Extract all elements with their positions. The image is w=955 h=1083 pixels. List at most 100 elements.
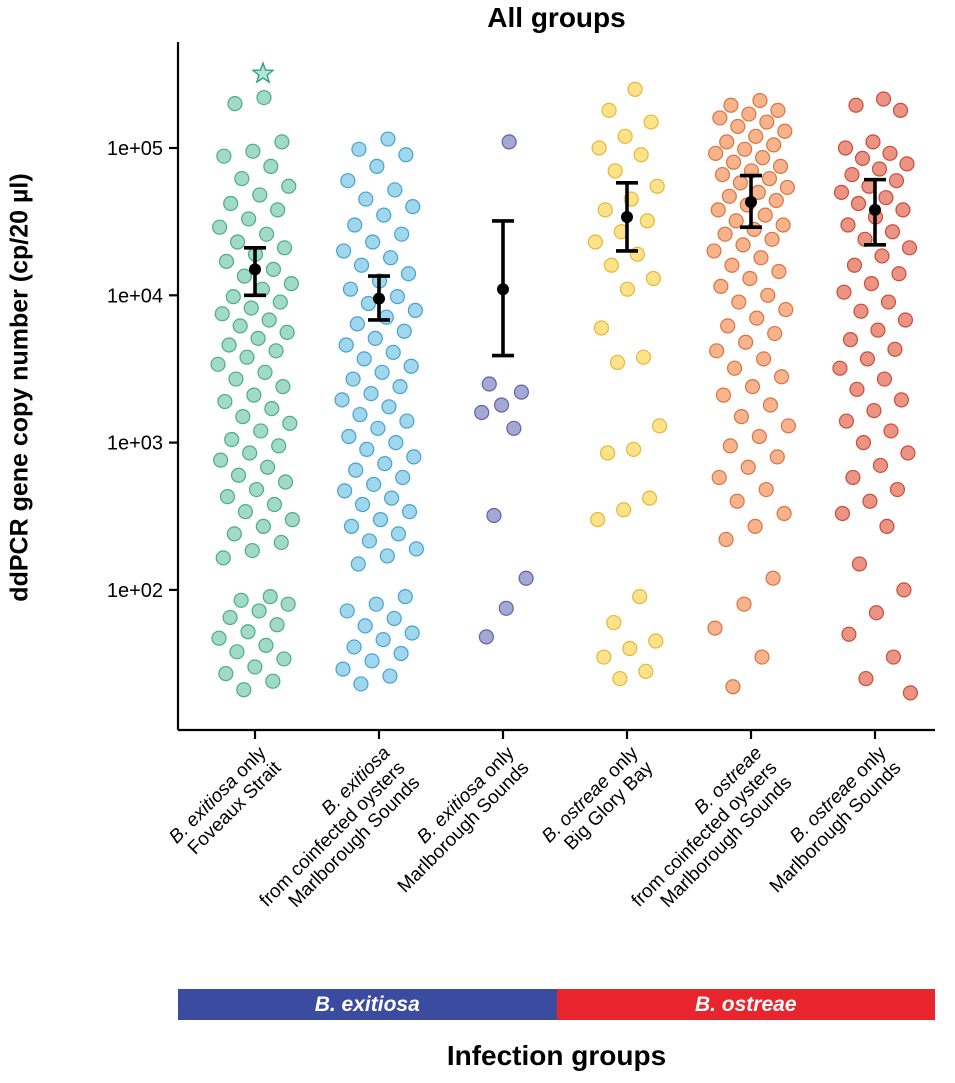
data-point <box>370 420 386 436</box>
data-point <box>715 387 732 403</box>
data-point <box>766 137 782 153</box>
data-point <box>347 217 363 233</box>
data-point <box>719 134 735 150</box>
data-point <box>855 435 872 451</box>
data-point <box>364 653 380 669</box>
data-point <box>896 582 912 598</box>
data-point <box>737 141 753 157</box>
data-point <box>280 596 296 612</box>
data-point <box>212 219 228 235</box>
data-point <box>876 371 893 387</box>
data-point <box>408 541 424 557</box>
data-point <box>726 360 743 376</box>
data-point <box>722 438 738 454</box>
data-point <box>248 481 265 498</box>
data-point <box>216 148 232 164</box>
data-point <box>718 531 734 548</box>
data-point <box>858 670 874 687</box>
data-point <box>385 344 401 360</box>
data-point <box>859 351 876 367</box>
data-point <box>221 337 237 353</box>
data-point <box>236 268 253 284</box>
data-point <box>771 263 787 280</box>
data-point <box>889 481 906 498</box>
data-point <box>632 589 648 605</box>
data-point <box>601 102 617 118</box>
data-point <box>393 645 409 662</box>
data-point <box>270 202 286 218</box>
data-point <box>757 207 773 223</box>
data-point <box>498 600 514 616</box>
data-point <box>338 337 354 353</box>
data-point <box>251 603 267 619</box>
species-bar-exitiosa-label: B. exitiosa <box>314 992 420 1016</box>
mean-marker <box>497 283 509 296</box>
data-point <box>269 617 285 633</box>
data-point <box>874 248 890 264</box>
data-point <box>390 526 407 542</box>
data-point <box>902 685 919 701</box>
data-point <box>349 316 365 332</box>
data-point <box>749 310 765 326</box>
data-point <box>388 435 404 451</box>
data-point <box>728 213 744 229</box>
data-point <box>225 288 241 305</box>
data-point <box>474 404 490 421</box>
y-axis-title: ddPCR gene copy number (cp/20 µl) <box>5 173 34 602</box>
data-point <box>730 118 746 135</box>
data-point <box>710 202 726 218</box>
data-point <box>892 102 909 118</box>
data-point <box>851 556 868 572</box>
data-point <box>836 284 852 300</box>
data-point <box>375 631 391 648</box>
data-point <box>848 97 864 113</box>
data-point <box>282 415 298 432</box>
data-point <box>275 378 291 395</box>
data-point <box>901 240 918 256</box>
data-point <box>778 301 794 318</box>
mean-marker <box>869 203 881 216</box>
data-point <box>279 324 295 340</box>
data-point <box>651 418 668 434</box>
data-point <box>882 145 898 161</box>
data-point <box>210 356 226 372</box>
data-point <box>752 92 768 109</box>
data-point <box>214 306 230 322</box>
data-point <box>257 364 273 380</box>
data-point <box>265 261 282 277</box>
data-point <box>721 188 737 204</box>
data-point <box>729 493 745 509</box>
data-point <box>392 378 408 395</box>
data-point <box>590 512 606 528</box>
data-point <box>893 392 910 408</box>
data-point <box>377 456 393 472</box>
data-point <box>627 81 643 97</box>
data-point <box>754 150 771 166</box>
data-point <box>266 496 283 513</box>
x-group-label: B. ostreae onlyBig Glory Bay <box>538 742 658 862</box>
data-point <box>261 312 277 328</box>
data-point <box>723 97 739 113</box>
data-point <box>406 449 422 465</box>
data-point <box>336 243 352 259</box>
data-point <box>229 234 246 250</box>
data-point <box>768 192 784 209</box>
data-point <box>741 106 757 122</box>
data-point <box>708 145 724 161</box>
data-point <box>243 300 259 316</box>
data-point <box>376 207 392 223</box>
data-point <box>724 257 740 273</box>
data-point <box>218 253 235 269</box>
data-point <box>350 556 366 572</box>
data-point <box>378 309 394 325</box>
data-point <box>252 187 268 203</box>
data-point <box>386 610 402 627</box>
data-point <box>229 644 245 660</box>
data-point <box>283 276 299 292</box>
data-point <box>481 376 497 392</box>
data-point <box>638 663 654 679</box>
data-point <box>878 190 894 206</box>
data-point <box>348 462 364 478</box>
data-point <box>833 184 850 200</box>
